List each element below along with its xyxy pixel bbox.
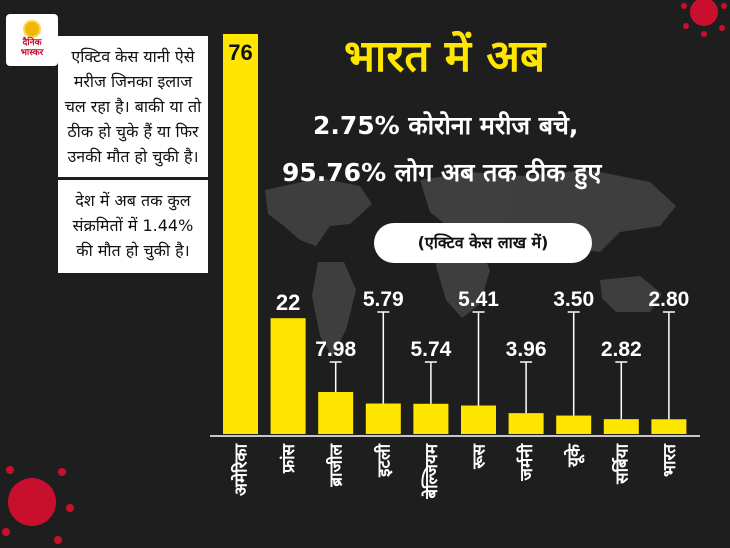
dainik-bhaskar-logo: दैनिक भास्कर (6, 14, 58, 66)
bar-8 (603, 419, 639, 434)
subhead-line-2: 95.76% लोग अब तक ठीक हुए (282, 158, 602, 187)
bar-6 (508, 413, 544, 434)
logo-text: दैनिक भास्कर (20, 38, 44, 58)
value-label-8: 2.82 (601, 338, 642, 361)
category-label-5: रूस (470, 442, 490, 469)
headline: भारत में अब (344, 31, 546, 82)
bar-5 (461, 405, 496, 434)
value-label-5: 5.41 (458, 288, 499, 311)
category-label-0: अमेरिका (231, 443, 252, 496)
category-label-6: जर्मनी (516, 443, 537, 481)
bar-3 (365, 403, 401, 434)
bar-1 (270, 318, 306, 434)
value-label-2: 7.98 (315, 338, 356, 361)
sun-icon (25, 22, 39, 36)
bar-2 (318, 392, 354, 434)
value-label-6: 3.96 (506, 338, 547, 361)
info-panel: एक्टिव केस यानी ऐसे मरीज जिनका इलाज चल र… (58, 36, 208, 273)
category-label-2: ब्राजील (326, 443, 347, 488)
value-label-0: 76 (228, 40, 252, 65)
value-label-7: 3.50 (553, 288, 594, 311)
panel-divider (58, 177, 208, 180)
bar-9 (651, 419, 687, 434)
category-label-4: बेल्जियम (421, 443, 442, 499)
value-label-9: 2.80 (648, 288, 689, 311)
category-label-9: भारत (660, 443, 680, 477)
category-label-8: सर्बिया (611, 443, 632, 484)
category-label-3: इटली (373, 443, 394, 477)
value-label-1: 22 (276, 290, 300, 315)
active-case-note: एक्टिव केस यानी ऐसे मरीज जिनका इलाज चल र… (64, 47, 202, 166)
bar-0 (223, 34, 258, 434)
value-label-3: 5.79 (363, 288, 404, 311)
virus-icon-top-right (681, 0, 727, 37)
death-rate-note: देश में अब तक कुल संक्रमितों में 1.44% क… (72, 191, 194, 260)
virus-icon-bottom-left (2, 466, 74, 544)
category-label-1: फ्रांस (279, 443, 299, 475)
bar-7 (556, 415, 592, 434)
category-label-7: यूके (564, 443, 586, 468)
bar-4 (413, 403, 449, 434)
value-label-4: 5.74 (410, 338, 451, 361)
unit-note: (एक्टिव केस लाख में) (374, 223, 592, 263)
subhead-line-1: 2.75% कोरोना मरीज बचे, (313, 111, 579, 140)
